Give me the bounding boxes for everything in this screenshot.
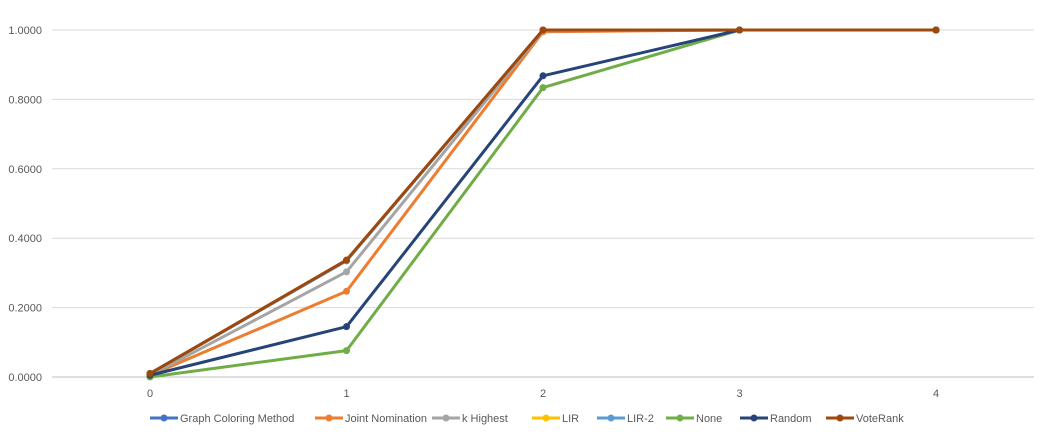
data-point [343, 268, 350, 276]
series-group [146, 26, 940, 381]
data-point [343, 347, 350, 355]
data-point [539, 26, 547, 34]
legend-marker [676, 414, 684, 422]
series-line [148, 28, 938, 377]
legend-item: k Highest [432, 413, 508, 425]
legend-marker [325, 414, 333, 422]
legend-marker [607, 414, 615, 422]
data-point [343, 287, 350, 295]
legend-marker [750, 414, 758, 422]
legend-marker [160, 414, 168, 422]
legend-label: Random [770, 413, 812, 425]
legend-label: VoteRank [856, 413, 904, 425]
legend-item: Graph Coloring Method [150, 413, 294, 425]
x-tick-label: 0 [147, 388, 153, 400]
data-point [736, 26, 743, 34]
legend-item: LIR-2 [597, 413, 654, 425]
legend-label: LIR [562, 413, 579, 425]
y-tick-label: 0.2000 [8, 303, 42, 315]
data-point [343, 256, 350, 264]
data-point [343, 323, 350, 331]
legend-label: None [696, 413, 722, 425]
x-axis-ticks: 0 1 2 3 4 [147, 388, 939, 400]
legend-item: None [666, 413, 722, 425]
legend-item: Joint Nomination [315, 413, 427, 425]
legend-marker [442, 414, 450, 422]
legend-label: LIR-2 [627, 413, 654, 425]
series-joint-nomination [146, 26, 940, 379]
legend-label: Graph Coloring Method [180, 413, 294, 425]
series-line [148, 28, 938, 376]
y-tick-label: 0.8000 [8, 94, 42, 106]
x-tick-label: 3 [736, 388, 742, 400]
data-point [539, 84, 547, 92]
x-tick-label: 4 [933, 388, 939, 400]
legend-label: k Highest [462, 413, 508, 425]
gridlines [52, 29, 1034, 378]
legend-item: VoteRank [826, 413, 904, 425]
x-tick-label: 1 [343, 388, 349, 400]
y-axis-ticks: 0.0000 0.2000 0.4000 0.6000 0.8000 1.0000 [8, 25, 42, 384]
legend-marker [836, 414, 844, 422]
legend: Graph Coloring Method Joint Nomination k H… [150, 413, 904, 425]
legend-marker [542, 414, 550, 422]
legend-item: Random [740, 413, 812, 425]
y-tick-label: 0.4000 [8, 233, 42, 245]
series-line [148, 28, 938, 376]
y-tick-label: 0.0000 [8, 372, 42, 384]
data-point [539, 72, 547, 80]
y-tick-label: 1.0000 [8, 25, 42, 37]
series-line [148, 28, 938, 376]
data-point [932, 26, 940, 34]
data-point [146, 370, 154, 378]
series-line [148, 28, 938, 376]
legend-label: Joint Nomination [345, 413, 427, 425]
legend-item: LIR [532, 413, 579, 425]
y-tick-label: 0.6000 [8, 164, 42, 176]
series-voterank [146, 26, 940, 378]
x-tick-label: 2 [540, 388, 546, 400]
